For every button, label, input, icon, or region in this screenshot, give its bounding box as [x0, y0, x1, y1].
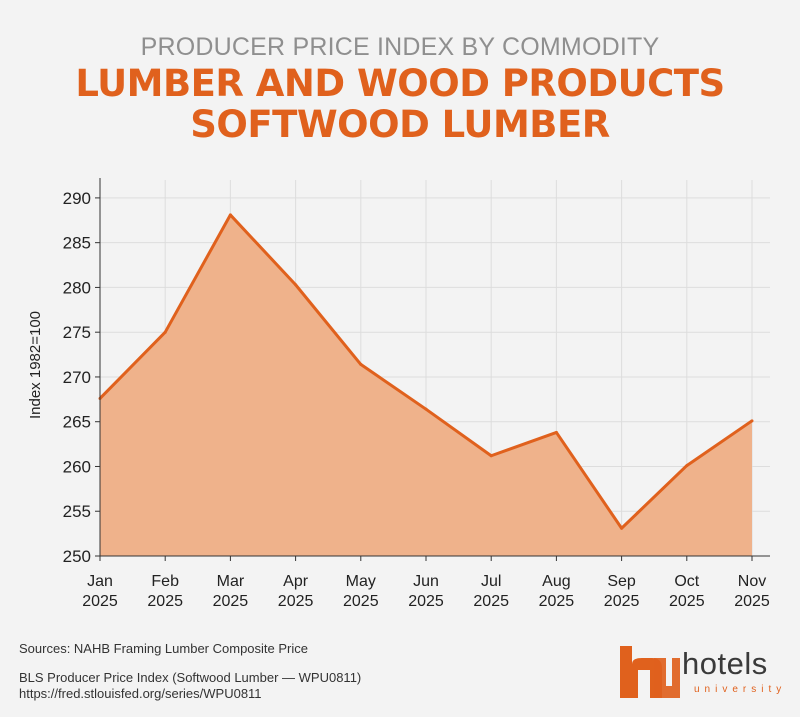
x-tick-label-year: 2025: [147, 593, 183, 610]
x-tick-label-month: Jul: [481, 573, 501, 590]
y-tick-label: 255: [63, 502, 91, 521]
y-axis-label: Index 1982=100: [27, 311, 44, 419]
x-tick-label-year: 2025: [539, 593, 575, 610]
x-tick-label-year: 2025: [669, 593, 705, 610]
data-point: [294, 283, 298, 287]
x-tick-label-month: Oct: [674, 573, 699, 590]
x-tick-label-month: Jan: [87, 573, 113, 590]
area-chart: 250 255 260 265 270 275 280 285 290 Jan 2025 Feb 202…: [27, 178, 770, 610]
y-tick-label: 270: [63, 368, 91, 387]
x-tick-label-year: 2025: [604, 593, 640, 610]
chart-title-line-1: LUMBER AND WOOD PRODUCTS: [75, 62, 725, 105]
sources-line-3: https://fred.stlouisfed.org/series/WPU08…: [19, 686, 262, 701]
x-tick-label-month: Mar: [217, 573, 245, 590]
y-tick-label: 265: [63, 413, 91, 432]
data-point: [228, 213, 232, 217]
logo-subtext: university: [694, 684, 787, 695]
hotels-university-logo: hotels university: [618, 640, 788, 702]
y-tick-label: 280: [63, 278, 91, 297]
x-tick-label-month: Aug: [542, 573, 570, 590]
y-tick-label: 260: [63, 457, 91, 476]
chart-supertitle: PRODUCER PRICE INDEX BY COMMODITY: [140, 33, 660, 61]
data-point: [424, 407, 428, 411]
chart-title-line-2: SOFTWOOD LUMBER: [190, 103, 610, 146]
x-tick-label-year: 2025: [408, 593, 444, 610]
sources-line-1: Sources: NAHB Framing Lumber Composite P…: [19, 641, 308, 656]
y-tick-label: 250: [63, 547, 91, 566]
data-point: [359, 362, 363, 366]
y-tick-label: 285: [63, 234, 91, 253]
hu-logo-icon: [620, 646, 680, 698]
x-tick-label-month: May: [346, 573, 376, 590]
x-tick-label-month: Feb: [151, 573, 179, 590]
x-tick-label-year: 2025: [343, 593, 379, 610]
logo-wordmark: hotels: [682, 646, 768, 681]
data-point: [685, 464, 689, 468]
data-point: [489, 454, 493, 458]
data-point: [620, 526, 624, 530]
x-tick-label-year: 2025: [82, 593, 118, 610]
y-tick-label: 275: [63, 323, 91, 342]
x-tick-label-month: Sep: [607, 573, 636, 590]
data-point: [163, 330, 167, 334]
data-point: [554, 430, 558, 434]
x-tick-label-month: Apr: [283, 573, 309, 590]
x-tick-label-year: 2025: [734, 593, 770, 610]
x-tick-label-month: Jun: [413, 573, 439, 590]
area-fill: [100, 214, 752, 556]
sources-line-2: BLS Producer Price Index (Softwood Lumbe…: [19, 670, 362, 685]
x-tick-label-year: 2025: [473, 593, 509, 610]
x-tick-label-month: Nov: [738, 573, 766, 590]
data-point: [750, 419, 754, 423]
y-tick-label: 290: [63, 189, 91, 208]
x-tick-label-year: 2025: [278, 593, 314, 610]
x-tick-label-year: 2025: [213, 593, 249, 610]
